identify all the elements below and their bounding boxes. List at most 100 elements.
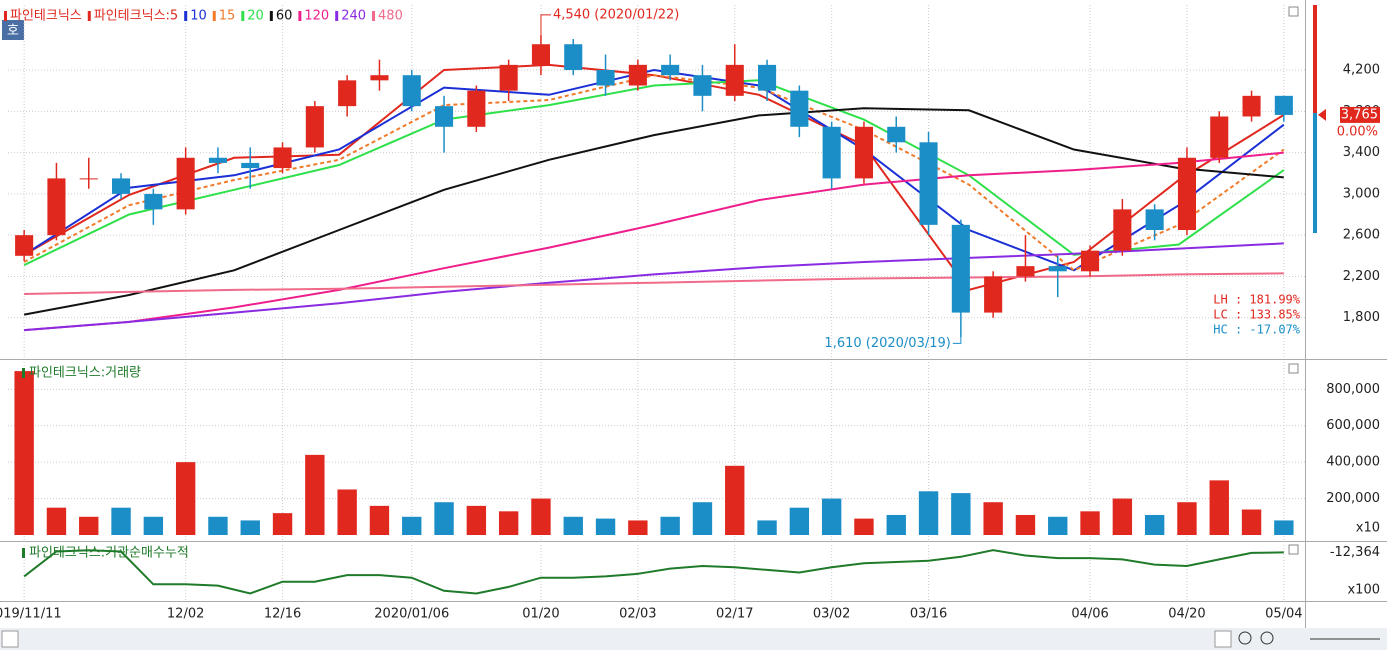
y-tick-label: 2,600 [1343,228,1380,243]
legend-swatch [372,11,376,21]
volume-bar [498,511,519,535]
title-swatch [22,368,25,378]
volume-bar [208,516,228,535]
volume-bar [886,514,906,535]
annotation: 4,540 (2020/01/22) [553,7,679,22]
legend-swatch [241,11,245,21]
scroll-left[interactable] [1,630,19,648]
legend-swatch [87,11,91,21]
volume-bar [434,502,454,535]
candle-body [628,64,647,86]
volume-bar [1080,511,1100,535]
volume-bar [951,493,971,535]
x-tick-label: 04/20 [1168,607,1205,622]
range-bar [1313,113,1317,233]
candle-body [661,64,680,76]
y-tick-label: 200,000 [1326,491,1380,506]
y-tick-label: 600,000 [1326,418,1380,433]
volume-bar [14,371,34,535]
candle-body [402,75,421,107]
volume-bar [272,513,293,535]
candle-body [564,44,583,71]
candle-body [112,178,131,194]
legend-label: 480 [378,9,403,24]
button[interactable] [1288,363,1299,374]
title-swatch [22,548,25,558]
candle-body [790,90,809,127]
moving-average [23,68,1285,272]
volume-bar [628,520,648,535]
volume-bar [111,507,131,535]
last-marker [1318,108,1326,121]
candle-body [467,90,486,127]
y-tick-label: 2,200 [1343,269,1380,284]
moving-average [23,74,1285,272]
stat: LH : 181.99% [1213,293,1300,307]
volume-bar [175,462,196,535]
volume-bar [854,518,874,535]
volume-bar [305,454,325,535]
moving-average [24,242,1284,332]
volume-bar [1177,502,1197,535]
zoom-out[interactable] [1238,631,1252,645]
scroll-right[interactable] [1214,630,1232,648]
moving-average [24,272,1284,295]
candle-body [176,157,195,210]
badge: 호 [7,24,19,39]
x-tick-label: 01/20 [522,607,559,622]
x-tick-label: 02/03 [619,607,656,622]
candle-body [370,75,389,81]
legend-swatch [335,11,339,21]
candle-body [1048,266,1067,272]
candle-body [822,126,841,179]
last-price: 3,765 [1341,107,1378,122]
volume-bar [983,502,1003,535]
candle-body [1242,95,1261,117]
x-tick-label: 2020/01/06 [374,607,449,622]
candle-body [984,276,1003,313]
volume-bar [660,516,680,535]
x-tick-label: 05/04 [1265,607,1302,622]
volume-bar [757,520,777,535]
legend-label: 60 [276,9,293,24]
line [23,549,1284,595]
volume-bar [725,465,745,535]
volume-bar [46,507,67,535]
badge-bg [2,20,24,40]
candle-body [144,193,163,210]
candle-body [531,44,550,65]
last-box [1340,106,1380,123]
candle-body [951,224,970,313]
legend-label: 20 [247,9,264,24]
button[interactable] [1288,6,1299,17]
candle-body [1145,209,1164,231]
x-tick-label: 04/06 [1071,607,1108,622]
button[interactable] [1288,544,1299,555]
zoom-in[interactable] [1260,631,1274,645]
legend-label: 240 [341,9,366,24]
volume-bar [563,516,583,535]
pane-title: 파인테크닉스:거래량 [29,366,141,381]
volume-bar [918,491,939,535]
unit: x100 [1347,583,1380,598]
volume-bar [79,516,99,535]
legend-label: 파인테크닉스 [10,9,82,24]
volume-bar [692,502,713,535]
candle-body [338,80,357,107]
volume-bar [240,520,260,535]
candle-body [1210,116,1229,158]
toolbar [0,628,1387,650]
volume-bar [466,505,487,535]
candle-body [79,178,98,180]
volume-bar [595,518,616,535]
volume-bar [1144,514,1165,535]
x-tick-label: 12/02 [167,607,204,622]
candle-body [758,64,777,91]
candle-body [15,235,34,256]
pane-buttons[interactable] [1288,6,1299,555]
volume-bar [821,498,842,535]
candle-body [725,64,744,96]
legend-swatch [4,11,7,21]
y-tick-label: 3,400 [1343,145,1380,160]
